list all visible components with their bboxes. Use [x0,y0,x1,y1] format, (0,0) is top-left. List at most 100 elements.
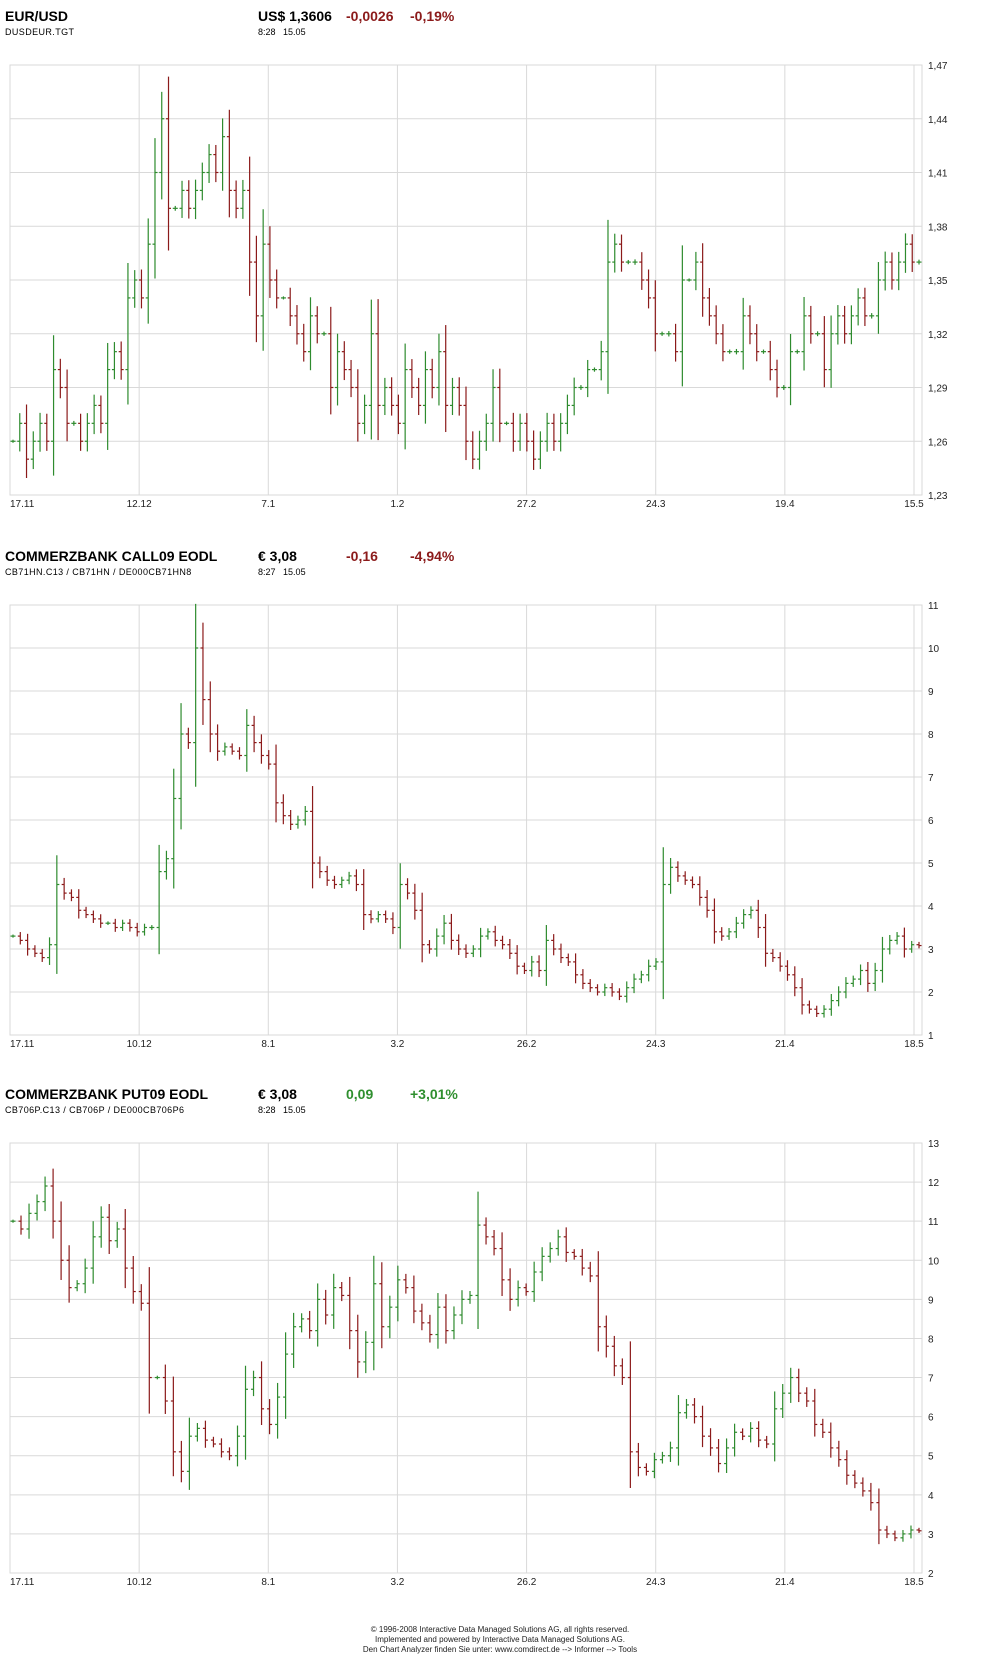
ohlc-bar [315,1283,321,1347]
ohlc-bar [896,251,902,291]
y-tick-label: 1,32 [928,330,948,341]
ohlc-bar [916,1527,922,1533]
ohlc-bar [419,892,425,963]
ohlc-bar [517,413,523,451]
ohlc-bar [598,340,604,381]
ohlc-bar [551,934,557,956]
ohlc-bar [112,918,118,932]
ohlc-bar [774,359,780,398]
ohlc-bar [727,349,733,354]
ohlc-bar [149,925,155,930]
ohlc-bar [659,331,665,336]
ohlc-bar [361,869,367,930]
eurusd-chart[interactable]: 1,23 1,26 1,29 1,32 1,35 1,38 1,41 1,44 1,47 17.1… [0,55,1000,540]
ohlc-bar [105,921,111,926]
ohlc-bar [646,269,652,309]
ohlc-bar [409,359,415,398]
y-tick-label: 2 [928,988,934,999]
ohlc-bar [283,1332,289,1419]
ohlc-bar [679,245,685,387]
ohlc-bar [375,911,381,923]
ohlc-bar [154,1375,160,1380]
instrument-name[interactable]: COMMERZBANK PUT09 EODL [5,1086,209,1102]
change-absolute: 0,09 [346,1086,374,1102]
y-tick-label: 11 [928,1217,939,1228]
ohlc-bar [716,1439,722,1473]
ohlc-bar [772,1391,778,1462]
ohlc-bar [801,296,807,371]
put09-chart[interactable]: 2 3 4 5 6 7 8 9 10 11 12 13 17.11 10.12 8.1 3.2 26.2 24.3… [0,1133,1000,1618]
ohlc-bar [402,343,408,450]
x-tick-label: 3.2 [390,1577,404,1588]
ohlc-bar [17,932,23,945]
ohlc-bar [335,333,341,406]
ohlc-bar [307,297,313,371]
ohlc-bar [152,138,158,279]
ohlc-bar [10,1219,16,1223]
ohlc-bar [693,251,699,291]
x-tick-label: 15.5 [904,499,924,510]
ohlc-bar [901,927,907,958]
x-tick-label: 17.11 [10,1039,35,1050]
ohlc-bar [185,727,191,749]
ohlc-bar [37,412,43,452]
ohlc-bar [812,1388,818,1437]
ohlc-bar [638,970,644,984]
ohlc-bar [387,1295,393,1339]
ohlc-bar [146,1267,152,1414]
ohlc-bar [916,941,922,949]
ohlc-bar [275,1382,281,1439]
x-tick-label: 18.5 [904,1039,924,1050]
ohlc-bar [30,431,36,470]
ohlc-bar [551,413,557,451]
ohlc-bar [571,377,577,416]
ohlc-bar [42,1176,48,1212]
ohlc-bar [199,162,205,201]
quote-date: 15.05 [283,567,306,577]
ohlc-bar [741,909,747,929]
quote-timestamp: 8:28 15.05 [258,1105,306,1115]
ohlc-bar [317,856,323,879]
instrument-name[interactable]: EUR/USD [5,8,69,24]
ohlc-bar [835,305,841,345]
ohlc-bar [558,413,564,452]
ohlc-bar [138,269,144,309]
put09-panel: COMMERZBANK PUT09 EODL € 3,08 0,09 +3,01… [0,1078,1000,1618]
x-tick-label: 18.5 [904,1577,924,1588]
ohlc-bar [690,876,695,889]
ohlc-bar [64,369,70,442]
ohlc-bar [611,1335,617,1377]
ohlc-bar [111,342,117,380]
ohlc-bar [537,431,543,470]
ohlc-bar [371,1255,377,1371]
ohlc-bar [419,1303,425,1331]
ohlc-bar [321,331,327,336]
ohlc-bar [323,1289,329,1325]
footer-chart-analyzer-link[interactable]: Den Chart Analyzer finden Sie unter: www… [362,1645,638,1654]
x-tick-label: 26.2 [517,1577,537,1588]
ohlc-bar [747,305,753,345]
call09-chart[interactable]: 1 2 3 4 5 6 7 8 9 10 11 17.11 10.12 8.1 3.2 26.2 24.3 21.… [0,595,1000,1080]
ohlc-bar [732,1423,738,1457]
instrument-name[interactable]: COMMERZBANK CALL09 EODL [5,548,218,564]
ohlc-bar [499,1232,505,1297]
ohlc-bar [515,1280,521,1307]
x-tick-label: 10.12 [127,1039,152,1050]
ohlc-bar [619,234,625,272]
ohlc-bar [132,270,138,308]
y-tick-label: 9 [928,687,934,698]
ohlc-bar [347,1276,353,1350]
ohlc-bar [200,622,206,725]
ohlc-bar [668,858,674,894]
ohlc-bar [733,348,739,355]
ohlc-bar [98,914,104,928]
ohlc-bar [675,1395,681,1466]
ohlc-bar [240,179,246,219]
ohlc-bar [368,910,374,924]
ohlc-bar [411,1275,417,1324]
ohlc-bar [280,794,286,825]
y-tick-label: 1,23 [928,491,948,502]
ohlc-bar [390,912,396,935]
ohlc-bar [748,1422,754,1443]
ohlc-bar [565,953,571,966]
